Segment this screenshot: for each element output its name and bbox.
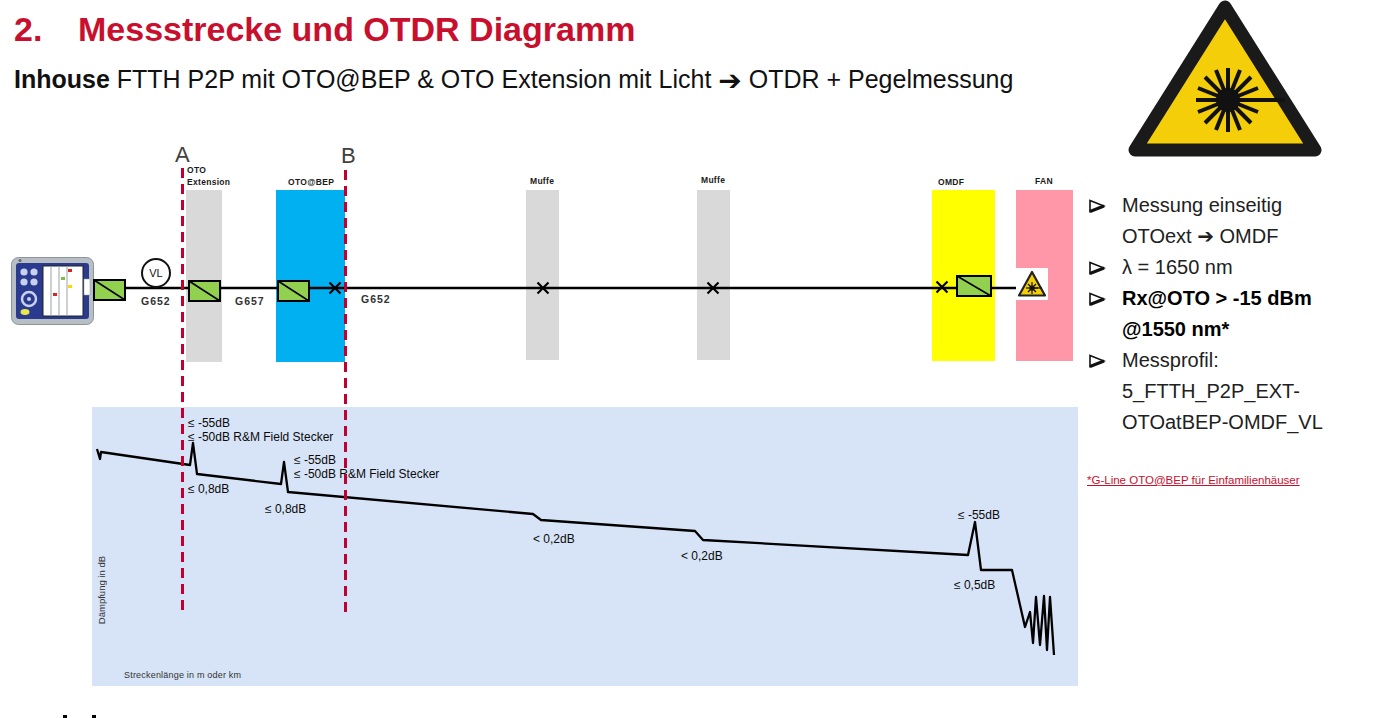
bullet-indent xyxy=(1088,314,1122,345)
trace-event-label: ≤ 0,8dB xyxy=(188,482,229,496)
bullet-marker-icon xyxy=(1088,345,1122,376)
dashed-line-a xyxy=(181,168,184,612)
bullet-indent xyxy=(1088,376,1122,407)
trace-event-label: ≤ -50dB R&M Field Stecker xyxy=(188,430,333,444)
bullet-text: λ = 1650 nm xyxy=(1122,252,1233,283)
bullet-row: @1550 nm* xyxy=(1088,314,1388,345)
trace-event-label: ≤ -55dB xyxy=(294,453,336,467)
bullet-text: OTOext ➔ OMDF xyxy=(1122,221,1278,252)
trace-event-label: < 0,2dB xyxy=(681,549,723,563)
bullet-row: Rx@OTO > -15 dBm xyxy=(1088,283,1388,314)
bullet-indent xyxy=(1088,221,1122,252)
bullet-text: Rx@OTO > -15 dBm xyxy=(1122,283,1312,314)
bullet-indent xyxy=(1088,407,1122,438)
bullet-marker-icon xyxy=(1088,283,1122,314)
bullet-text: 5_FTTH_P2P_EXT- xyxy=(1122,376,1300,407)
bullet-row: Messung einseitig xyxy=(1088,190,1388,221)
bullet-text: @1550 nm* xyxy=(1122,314,1229,345)
bullet-marker-icon xyxy=(1088,190,1122,221)
bullet-list: Messung einseitig OTOext ➔ OMDF λ = 1650… xyxy=(1088,190,1388,438)
bullet-marker-icon xyxy=(1088,252,1122,283)
bullet-row: OTOatBEP-OMDF_VL xyxy=(1088,407,1388,438)
bullet-row: 5_FTTH_P2P_EXT- xyxy=(1088,376,1388,407)
slide: 2.Messstrecke und OTDR Diagramm Inhouse … xyxy=(0,0,1388,718)
bullet-text: OTOatBEP-OMDF_VL xyxy=(1122,407,1323,438)
trace-event-label: < 0,2dB xyxy=(533,532,575,546)
trace-event-label: ≤ -50dB R&M Field Stecker xyxy=(294,467,439,481)
bullet-text: Messprofil: xyxy=(1122,345,1219,376)
footnote-link: *G-Line OTO@BEP für Einfamilienhäuser xyxy=(1087,474,1300,486)
trace-event-label: ≤ -55dB xyxy=(188,416,230,430)
trace-event-label: ≤ -55dB xyxy=(958,508,1000,522)
bullet-text: Messung einseitig xyxy=(1122,190,1282,221)
trace-event-label: ≤ 0,8dB xyxy=(265,502,306,516)
bullet-row: λ = 1650 nm xyxy=(1088,252,1388,283)
trace-event-label: ≤ 0,5dB xyxy=(954,578,995,592)
bullet-row: OTOext ➔ OMDF xyxy=(1088,221,1388,252)
bullet-row: Messprofil: xyxy=(1088,345,1388,376)
dashed-line-b xyxy=(344,170,347,617)
